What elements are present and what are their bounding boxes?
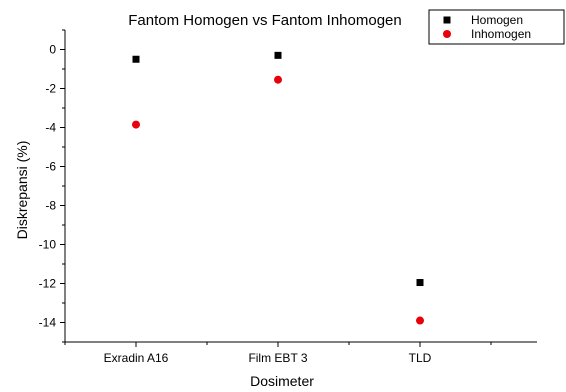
y-tick-label: -6 [45, 160, 56, 174]
y-tick-label: -14 [39, 316, 57, 330]
legend-inhomogen-marker [443, 30, 451, 38]
homogen-point [132, 55, 140, 63]
homogen-point [416, 279, 424, 287]
legend-homogen-marker [443, 16, 451, 24]
y-tick-label: -4 [45, 121, 56, 135]
homogen-point [274, 51, 282, 59]
legend-box [428, 9, 565, 45]
y-tick-label: 0 [49, 43, 56, 57]
y-tick-label: -8 [45, 199, 56, 213]
y-axis-label: Diskrepansi (%) [14, 141, 30, 240]
x-tick-label: Exradin A16 [104, 351, 169, 365]
x-tick-label: Film EBT 3 [248, 351, 307, 365]
y-tick-label: -2 [45, 82, 56, 96]
legend-label: Inhomogen [471, 27, 531, 41]
inhomogen-point [274, 75, 282, 84]
inhomogen-point [132, 120, 140, 129]
y-tick-label: -12 [39, 277, 57, 291]
y-tick-label: -10 [39, 238, 57, 252]
inhomogen-point [416, 316, 424, 325]
legend-label: Homogen [471, 13, 523, 27]
data-markers [132, 51, 424, 325]
x-tick-label: TLD [409, 351, 432, 365]
x-axis-label: Dosimeter [250, 373, 314, 389]
axes [64, 30, 537, 343]
ticks: 0 -2 -4 -6 -8 -10 -12 -14 Exradin A16 Film EBT 3 T… [39, 29, 492, 365]
chart-title: Fantom Homogen vs Fantom Inhomogen [128, 12, 401, 29]
